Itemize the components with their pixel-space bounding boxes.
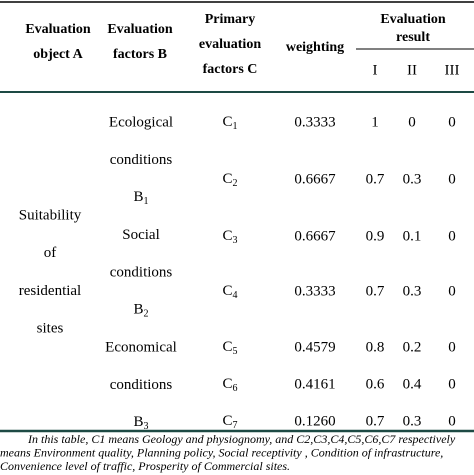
object-a: of xyxy=(44,245,57,261)
factor-b: Ecological xyxy=(109,114,173,130)
factor-b-label-main: B xyxy=(133,302,143,318)
result: 0 xyxy=(448,114,456,130)
header-factors-c: Primary xyxy=(205,12,256,27)
result: 0 xyxy=(448,413,456,429)
factor-c: C1 xyxy=(222,114,237,132)
factor-c: C7 xyxy=(222,413,237,431)
header-level: II xyxy=(407,62,417,78)
factor-b-label-main: B xyxy=(133,189,143,205)
footnote: means Environment quality, Planning poli… xyxy=(0,445,443,459)
result: 0.7 xyxy=(366,171,385,187)
result: 0.4 xyxy=(403,376,422,392)
result: 0.3 xyxy=(403,283,422,299)
factor-c-main: C xyxy=(222,228,232,244)
factor-b: Economical xyxy=(105,339,177,355)
factor-b: Social xyxy=(122,227,160,243)
factor-c-sub: 5 xyxy=(233,346,238,357)
factor-c-main: C xyxy=(222,171,232,187)
header-weighting: weighting xyxy=(286,40,344,55)
result: 0.8 xyxy=(366,339,385,355)
object-a: Suitability xyxy=(19,207,82,223)
factor-b-label: B2 xyxy=(133,302,148,320)
header-result: result xyxy=(396,30,430,45)
result: 0.1 xyxy=(403,228,422,244)
factor-c-sub: 1 xyxy=(233,121,238,132)
weighting: 0.4579 xyxy=(294,339,335,355)
result: 0 xyxy=(448,228,456,244)
factor-b-label: B1 xyxy=(133,189,148,207)
factor-c-sub: 7 xyxy=(233,420,238,431)
factor-c-main: C xyxy=(222,339,232,355)
factor-c-main: C xyxy=(222,283,232,299)
result: 0.7 xyxy=(366,283,385,299)
result: 0.3 xyxy=(403,413,422,429)
header-factors-c: factors C xyxy=(203,62,258,77)
weighting: 0.6667 xyxy=(294,228,336,244)
factor-b-label-main: B xyxy=(133,414,143,430)
header-factors-b: factors B xyxy=(113,47,167,62)
factor-b-label: B3 xyxy=(133,414,148,432)
header-object: Evaluation xyxy=(25,22,91,37)
footnote: In this table, C1 means Geology and phys… xyxy=(27,432,456,446)
result: 0.7 xyxy=(366,413,385,429)
factor-c: C6 xyxy=(222,376,237,394)
factor-b: conditions xyxy=(110,377,173,393)
result: 0.3 xyxy=(403,171,422,187)
result: 0 xyxy=(448,376,456,392)
factor-c-sub: 6 xyxy=(233,383,238,394)
result: 0 xyxy=(448,171,456,187)
weighting: 0.6667 xyxy=(294,171,336,187)
factor-b-label-sub: 3 xyxy=(144,421,149,432)
weighting: 0.3333 xyxy=(294,114,335,130)
result: 0.2 xyxy=(403,339,422,355)
factor-c: C2 xyxy=(222,171,237,189)
factor-c-sub: 2 xyxy=(233,178,238,189)
result: 0.6 xyxy=(366,376,385,392)
factor-b: conditions xyxy=(110,264,173,280)
header-factors-c: evaluation xyxy=(199,37,261,52)
weighting: 0.1260 xyxy=(294,413,335,429)
factor-c-main: C xyxy=(222,376,232,392)
factor-c-sub: 4 xyxy=(233,290,238,301)
factor-c: C4 xyxy=(222,283,237,301)
factor-b-label-sub: 1 xyxy=(144,196,149,207)
result: 0 xyxy=(448,339,456,355)
factor-b: conditions xyxy=(110,152,173,168)
result: 0 xyxy=(448,283,456,299)
result: 1 xyxy=(371,114,379,130)
factor-c-main: C xyxy=(222,114,232,130)
object-a: sites xyxy=(37,321,64,337)
header-object: object A xyxy=(33,47,83,62)
factor-c: C5 xyxy=(222,339,237,357)
factor-b-label-sub: 2 xyxy=(144,309,149,320)
result: 0 xyxy=(408,114,416,130)
factor-c: C3 xyxy=(222,228,237,246)
footnote: Convenience level of traffic, Prosperity… xyxy=(0,459,290,473)
header-factors-b: Evaluation xyxy=(107,22,173,37)
header-level: I xyxy=(373,62,378,78)
factor-c-sub: 3 xyxy=(233,235,238,246)
weighting: 0.3333 xyxy=(294,283,335,299)
object-a: residential xyxy=(19,283,81,299)
header-level: III xyxy=(445,62,460,78)
result: 0.9 xyxy=(366,228,385,244)
weighting: 0.4161 xyxy=(294,376,335,392)
header-result: Evaluation xyxy=(380,12,446,27)
factor-c-main: C xyxy=(222,413,232,429)
